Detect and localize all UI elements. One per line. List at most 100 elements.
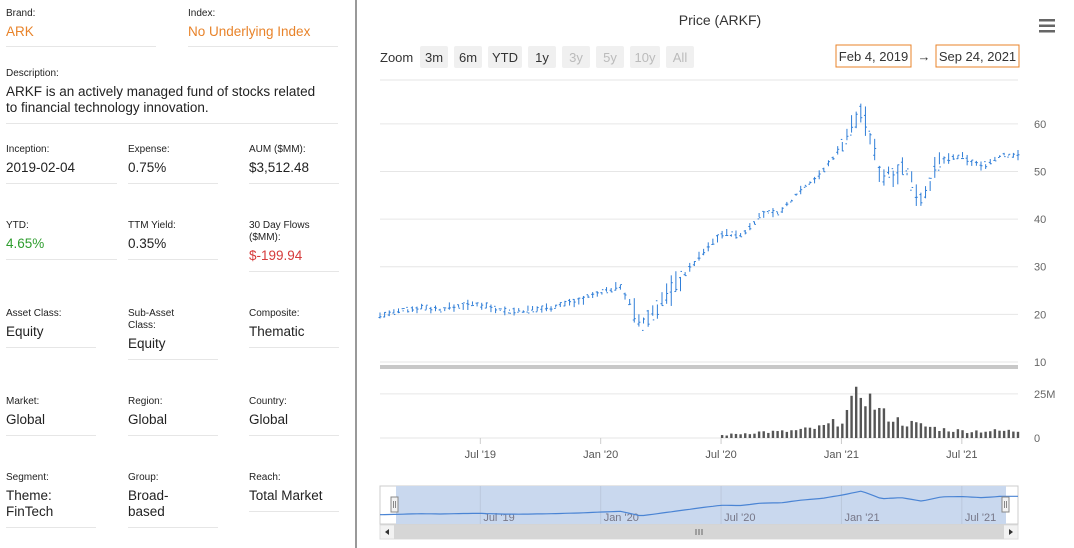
zoom-button-label: 5y [603,50,617,65]
zoom-button-1y[interactable]: 1y [528,46,556,68]
zoom-button-bg [562,46,590,68]
reach-label: Reach: [249,472,281,483]
navigator[interactable]: Jul '19 Jan '20 Jul '20 Jan '21 Jul '21 [379,485,1019,525]
navigator-right-handle[interactable] [1001,496,1010,513]
index-label: Index: [188,8,216,19]
x-tick-label: Jul '19 [465,449,496,461]
navigator-tick-label: Jul '20 [724,512,755,524]
menu-icon[interactable] [1039,19,1055,33]
volume-bar [720,435,724,438]
volume-axis: 25M 0 [1034,389,1055,445]
zoom-button-ytd[interactable]: YTD [488,46,522,68]
volume-grid [380,393,1018,439]
zoom-button-6m[interactable]: 6m [454,46,482,68]
volume-bar [734,433,738,438]
x-axis: Jul '19 Jan '20 Jul '20 Jan '21 Jul '21 [465,438,978,461]
volume-bar [864,406,867,438]
navigator-left-handle[interactable] [390,496,399,513]
brand-value[interactable]: ARK [6,24,34,39]
zoom-button-bg [454,46,482,68]
zoom-button-3y: 3y [562,46,590,68]
zoom-button-3m[interactable]: 3m [420,46,448,68]
zoom-button-label: 1y [535,50,549,65]
volume-bar [998,430,1001,438]
flows-value: $-199.94 [249,248,303,263]
date-to-box[interactable] [935,44,1020,68]
zoom-button-all: All [666,46,694,68]
fund-info-panel: Brand: ARK Index: No Underlying Index De… [0,0,355,548]
price-series[interactable] [378,103,1020,331]
segment-cell: Segment: Theme: FinTech [6,472,96,528]
volume-bar [882,408,886,438]
volume-bar [915,422,918,438]
volume-bar [748,434,752,438]
volume-bar [910,420,913,438]
volume-bar [896,417,899,438]
date-to-input[interactable]: Sep 24, 2021 [939,49,1016,64]
date-from-input[interactable]: Feb 4, 2019 [839,49,908,64]
sub-asset-class-label: Sub-Asset Class: [128,308,175,331]
navigator-tick-label: Jan '21 [844,512,879,524]
volume-bar [956,429,960,438]
description-label: Description: [6,68,59,79]
zoom-button-label: All [673,50,688,65]
volume-bar [1007,429,1010,438]
brand-cell: Brand: ARK [6,8,156,47]
volume-bar [730,433,733,438]
date-from-box[interactable] [835,44,912,68]
index-value[interactable]: No Underlying Index [188,24,311,39]
volume-bar [822,424,826,438]
group-value: Broad-based [128,488,169,519]
reach-cell: Reach: Total Market [249,472,339,512]
description-cell: Description: ARKF is an actively managed… [6,68,338,124]
volume-bar [827,423,830,438]
ytd-value: 4.65% [6,236,45,251]
navigator-selection[interactable] [396,486,1006,524]
zoom-button-bg [630,46,660,68]
chart-title: Price (ARKF) [679,12,761,28]
aum-value: $3,512.48 [249,160,310,175]
volume-bar [873,409,876,438]
volume-bar [744,433,747,438]
volume-bar [831,419,835,438]
volume-tick-label: 25M [1034,389,1055,401]
volume-bar [818,425,821,438]
zoom-button-10y: 10y [630,46,660,68]
price-chart[interactable]: Price (ARKF) Zoom 3m 6m YTD 1y 3y 5y 10y All Fe… [358,0,1074,548]
volume-bar [854,386,858,438]
expense-value: 0.75% [128,160,167,175]
country-label: Country: [249,396,287,407]
market-cell: Market: Global [6,396,96,436]
volume-bar [901,425,904,438]
price-tick-label: 50 [1034,166,1046,178]
volume-bar [938,430,941,438]
volume-bar [1002,430,1006,438]
inception-cell: Inception: 2019-02-04 [6,144,117,184]
chart-svg[interactable]: Price (ARKF) Zoom 3m 6m YTD 1y 3y 5y 10y All Fe… [358,0,1074,548]
scroll-right-arrow-icon[interactable] [1009,529,1013,535]
volume-bar [952,431,955,438]
volume-bar [739,434,742,438]
volume-bar [947,431,950,438]
region-cell: Region: Global [128,396,218,436]
zoom-button-bg [596,46,624,68]
panel-divider [355,0,357,548]
aum-label: AUM ($MM): [249,144,306,155]
volume-bar [771,430,775,438]
volume-bar [868,393,872,438]
asset-class-label: Asset Class: [6,308,62,319]
x-tick-label: Jul '21 [946,449,977,461]
price-tick-label: 30 [1034,262,1046,274]
volume-series[interactable] [720,386,1020,438]
scroll-left-arrow-icon[interactable] [385,529,389,535]
zoom-button-5y: 5y [596,46,624,68]
x-tick-label: Jan '20 [583,449,618,461]
volume-bar [859,397,863,438]
asset-class-value: Equity [6,324,44,339]
price-tick-label: 20 [1034,309,1046,321]
scrollbar[interactable] [379,524,1019,540]
volume-bar [725,435,728,438]
navigator-tick-label: Jul '21 [965,512,996,524]
flows-label: 30 Day Flows ($MM): [249,220,310,243]
region-label: Region: [128,396,163,407]
